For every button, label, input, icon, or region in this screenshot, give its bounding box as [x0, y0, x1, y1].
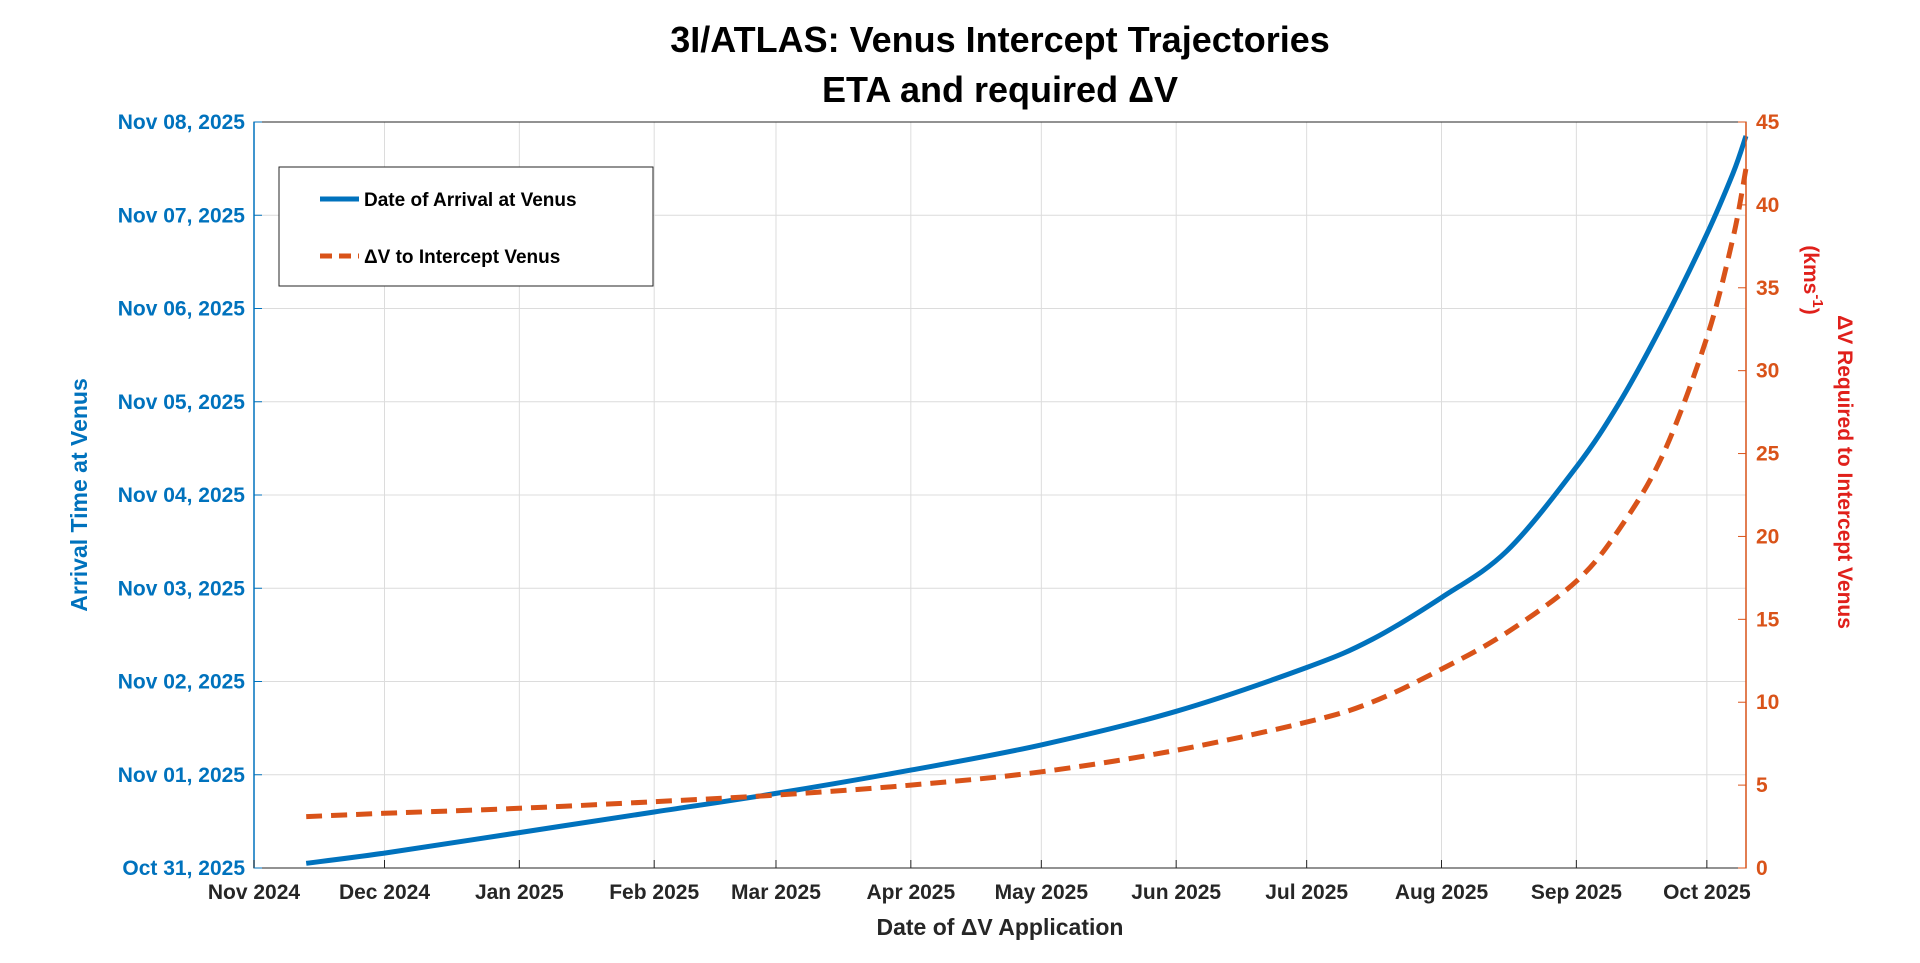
y-left-tick-label: Nov 04, 2025	[118, 484, 246, 507]
x-tick-label: Apr 2025	[866, 881, 955, 904]
y-right-tick-label: 10	[1756, 691, 1779, 714]
y-right-tick-label: 0	[1756, 857, 1768, 880]
y-axis-right-unit-suffix: )	[1799, 308, 1822, 315]
y-left-tick-label: Nov 01, 2025	[118, 764, 246, 787]
y-left-tick-label: Nov 08, 2025	[118, 111, 246, 134]
x-tick-label: Feb 2025	[609, 881, 699, 904]
chart-subtitle: ETA and required ΔV	[822, 69, 1178, 110]
chart-title: 3I/ATLAS: Venus Intercept Trajectories	[670, 19, 1330, 60]
x-tick-label: Jan 2025	[475, 881, 564, 904]
y-left-tick-label: Nov 06, 2025	[118, 298, 246, 321]
series-layer	[305, 135, 1749, 866]
y-right-tick-label: 30	[1756, 360, 1779, 383]
y-axis-right-unit-prefix: (kms	[1799, 245, 1822, 294]
x-tick-label: Nov 2024	[208, 881, 301, 904]
y-right-tick-label: 25	[1756, 443, 1780, 466]
y-right-tick-label: 15	[1756, 608, 1780, 631]
series-line-delta-v	[306, 167, 1749, 820]
legend-label-arrival: Date of Arrival at Venus	[364, 190, 577, 211]
y-left-tick-label: Nov 05, 2025	[118, 391, 246, 414]
x-tick-label: Mar 2025	[731, 881, 821, 904]
ticks-layer: Nov 2024 Dec 2024 Jan 2025 Feb 2025 Mar 2025…	[118, 111, 1780, 904]
x-tick-label: Aug 2025	[1395, 881, 1489, 904]
y-right-tick-label: 35	[1756, 277, 1780, 300]
y-right-tick-label: 20	[1756, 525, 1779, 548]
y-left-tick-label: Nov 02, 2025	[118, 671, 246, 694]
y-right-tick-label: 45	[1756, 111, 1780, 134]
x-tick-label: May 2025	[995, 881, 1089, 904]
y-right-tick-label: 5	[1756, 774, 1768, 797]
y-axis-right-unit-sup: -1	[1809, 294, 1826, 307]
y-axis-left-label: Arrival Time at Venus	[66, 378, 92, 612]
x-tick-label: Jun 2025	[1131, 881, 1221, 904]
x-tick-label: Oct 2025	[1663, 881, 1751, 904]
x-tick-label: Sep 2025	[1531, 881, 1622, 904]
legend-label-deltav: ΔV to Intercept Venus	[364, 247, 560, 268]
legend: Date of Arrival at Venus ΔV to Intercept…	[278, 166, 654, 287]
y-left-tick-label: Nov 07, 2025	[118, 204, 246, 227]
series-line-arrival-date	[305, 135, 1749, 866]
y-axis-right-label-line1: ΔV Required to Intercept Venus	[1833, 315, 1856, 629]
legend-box	[278, 166, 654, 287]
y-left-tick-label: Nov 03, 2025	[118, 577, 246, 600]
y-axis-right-label: ΔV Required to Intercept Venus (kms-1)	[1799, 245, 1856, 629]
y-right-tick-label: 40	[1756, 194, 1779, 217]
x-tick-label: Jul 2025	[1265, 881, 1348, 904]
x-axis-label: Date of ΔV Application	[877, 914, 1124, 940]
x-tick-label: Dec 2024	[339, 881, 430, 904]
y-axis-right-label-line2: (kms-1)	[1799, 245, 1826, 314]
y-left-tick-label: Oct 31, 2025	[122, 857, 245, 880]
